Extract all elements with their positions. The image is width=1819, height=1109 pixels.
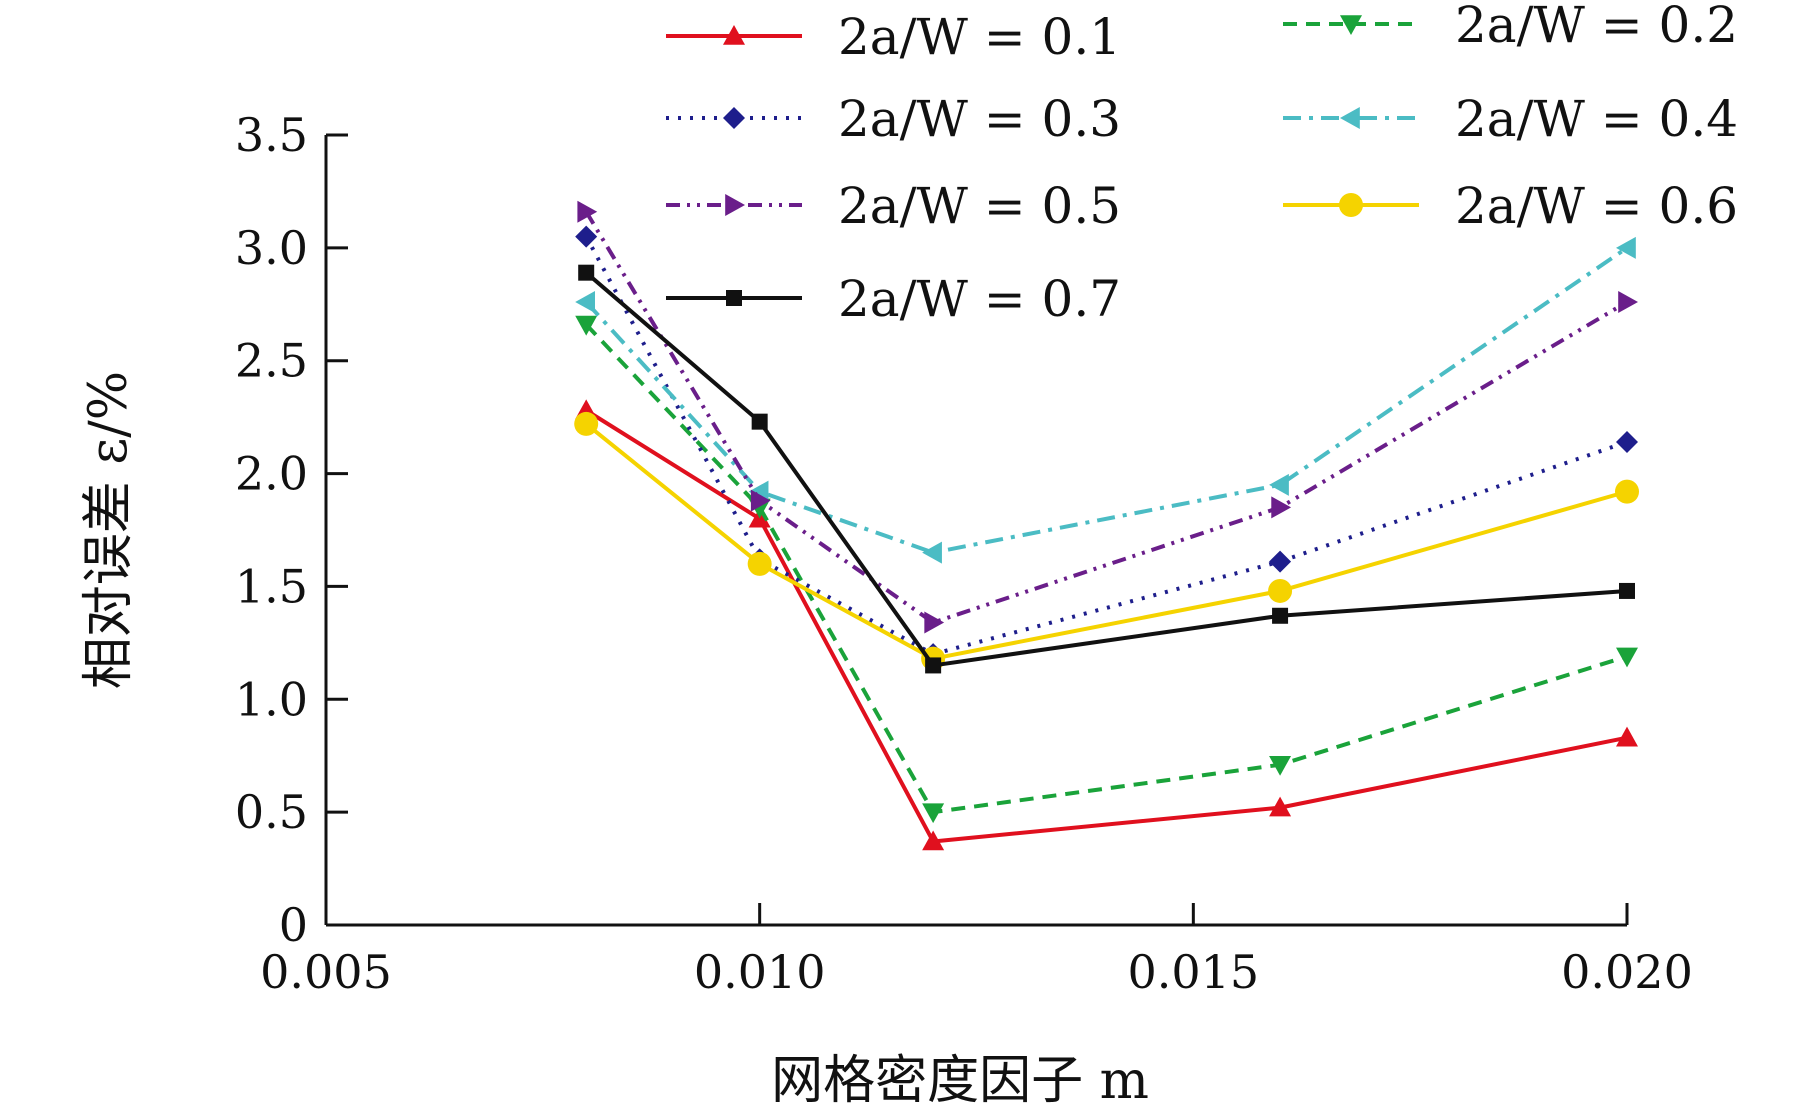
legend-label: 2a/W = 0.7 [838, 270, 1121, 328]
data-point [922, 830, 945, 851]
data-point [1269, 796, 1292, 817]
legend-label: 2a/W = 0.5 [838, 177, 1121, 235]
legend-label: 2a/W = 0.3 [838, 90, 1121, 148]
data-point [1269, 550, 1292, 573]
data-point [723, 107, 745, 129]
axes: 0.005 0.010 0.015 0.020 0 0.5 1.0 1.5 2.0 2.5 3.0 3… [235, 108, 1693, 999]
data-point [1271, 496, 1292, 519]
data-point [925, 657, 942, 674]
series-20.6 [574, 411, 1639, 671]
series-layer [574, 200, 1639, 851]
data-point [1616, 726, 1638, 747]
data-point [1269, 755, 1292, 776]
y-tick-label: 2.0 [235, 447, 308, 501]
x-tick-label: 0.005 [260, 945, 392, 999]
data-point [1616, 647, 1638, 668]
legend-item: 2a/W = 0.1 [666, 8, 1121, 66]
data-point [922, 541, 942, 564]
legend: 2a/W = 0.1 2a/W = 0.2 2a/W = 0.3 2a/W = 0.4… [666, 0, 1738, 328]
x-tick-label: 0.015 [1127, 945, 1259, 999]
legend-item: 2a/W = 0.7 [666, 270, 1121, 328]
data-point [723, 25, 745, 45]
data-point [924, 611, 945, 634]
legend-item: 2a/W = 0.4 [1283, 90, 1738, 148]
data-point [1616, 430, 1638, 453]
data-point [577, 200, 598, 223]
data-point [747, 551, 772, 576]
x-tick-label: 0.010 [694, 945, 826, 999]
data-point [1339, 193, 1363, 217]
legend-label: 2a/W = 0.1 [838, 8, 1121, 66]
series-20.5 [577, 200, 1638, 634]
y-tick-label: 0.5 [235, 785, 308, 839]
x-tick-label: 0.020 [1561, 945, 1693, 999]
y-tick-label: 3.0 [235, 221, 308, 275]
series-20.7 [578, 264, 1635, 674]
y-tick-label: 1.5 [235, 559, 308, 613]
legend-label: 2a/W = 0.2 [1455, 0, 1738, 54]
data-point [578, 264, 595, 281]
y-tick-label: 2.5 [235, 334, 308, 388]
data-point [750, 489, 771, 512]
data-point [751, 413, 768, 430]
data-point [575, 315, 598, 336]
data-point [922, 803, 945, 824]
series-20.2 [575, 315, 1638, 824]
data-point [1615, 479, 1639, 504]
data-point [1619, 582, 1635, 599]
series-line [584, 210, 1629, 625]
legend-item: 2a/W = 0.5 [666, 177, 1121, 235]
legend-label: 2a/W = 0.4 [1455, 90, 1738, 148]
data-point [575, 225, 598, 248]
data-point [1272, 607, 1289, 624]
legend-item: 2a/W = 0.3 [666, 90, 1121, 148]
data-point [1616, 236, 1636, 259]
data-point [1340, 15, 1362, 35]
y-tick-label: 3.5 [235, 108, 308, 162]
y-axis-title: 相对误差 ε/% [79, 371, 139, 689]
data-point [1340, 107, 1360, 129]
legend-item: 2a/W = 0.6 [1283, 177, 1738, 235]
data-point [726, 290, 742, 306]
x-axis-title: 网格密度因子 m [771, 1051, 1149, 1109]
legend-label: 2a/W = 0.6 [1455, 177, 1738, 235]
series-line [584, 323, 1628, 815]
legend-item: 2a/W = 0.2 [1283, 0, 1738, 54]
data-point [1268, 578, 1293, 603]
y-tick-label: 0 [279, 898, 308, 952]
data-point [575, 291, 595, 314]
data-point [725, 194, 745, 216]
data-point [1618, 291, 1638, 314]
series-line [584, 422, 1628, 661]
data-point [1269, 473, 1289, 496]
y-tick-label: 1.0 [235, 672, 308, 726]
data-point [574, 411, 599, 436]
